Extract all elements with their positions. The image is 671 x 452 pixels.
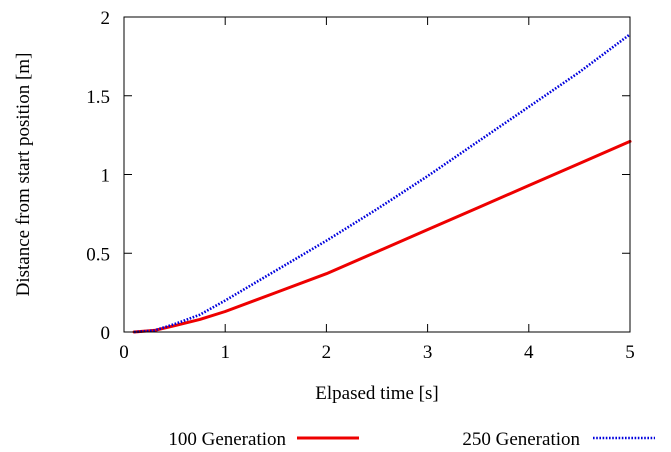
- y-tick-label: 0.5: [86, 244, 110, 265]
- x-tick-label: 5: [625, 342, 635, 363]
- legend: 100 Generation 250 Generation: [168, 429, 655, 450]
- legend-label-100-generation: 100 Generation: [168, 429, 286, 450]
- x-tick-label: 0: [119, 342, 129, 363]
- series-lines: [132, 33, 632, 334]
- y-tick-label: 1.5: [86, 87, 110, 108]
- x-tick-label: 2: [322, 342, 332, 363]
- series-line-250-generation: [133, 33, 631, 334]
- x-axis-label: Elpased time [s]: [315, 383, 438, 404]
- y-tick-label: 0: [101, 323, 111, 344]
- series-line-100-generation: [132, 139, 632, 334]
- x-tick-label: 4: [524, 342, 534, 363]
- y-axis-label: Distance from start position [m]: [13, 53, 34, 297]
- tick-labels: 0 1 2 3 4 5 0 0.5 1 1.5 2: [86, 8, 635, 363]
- plot-frame: [123, 16, 631, 333]
- y-tick-label: 2: [101, 8, 111, 29]
- legend-label-250-generation: 250 Generation: [462, 429, 580, 450]
- x-tick-label: 1: [220, 342, 230, 363]
- y-tick-label: 1: [101, 166, 111, 187]
- x-tick-label: 3: [423, 342, 433, 363]
